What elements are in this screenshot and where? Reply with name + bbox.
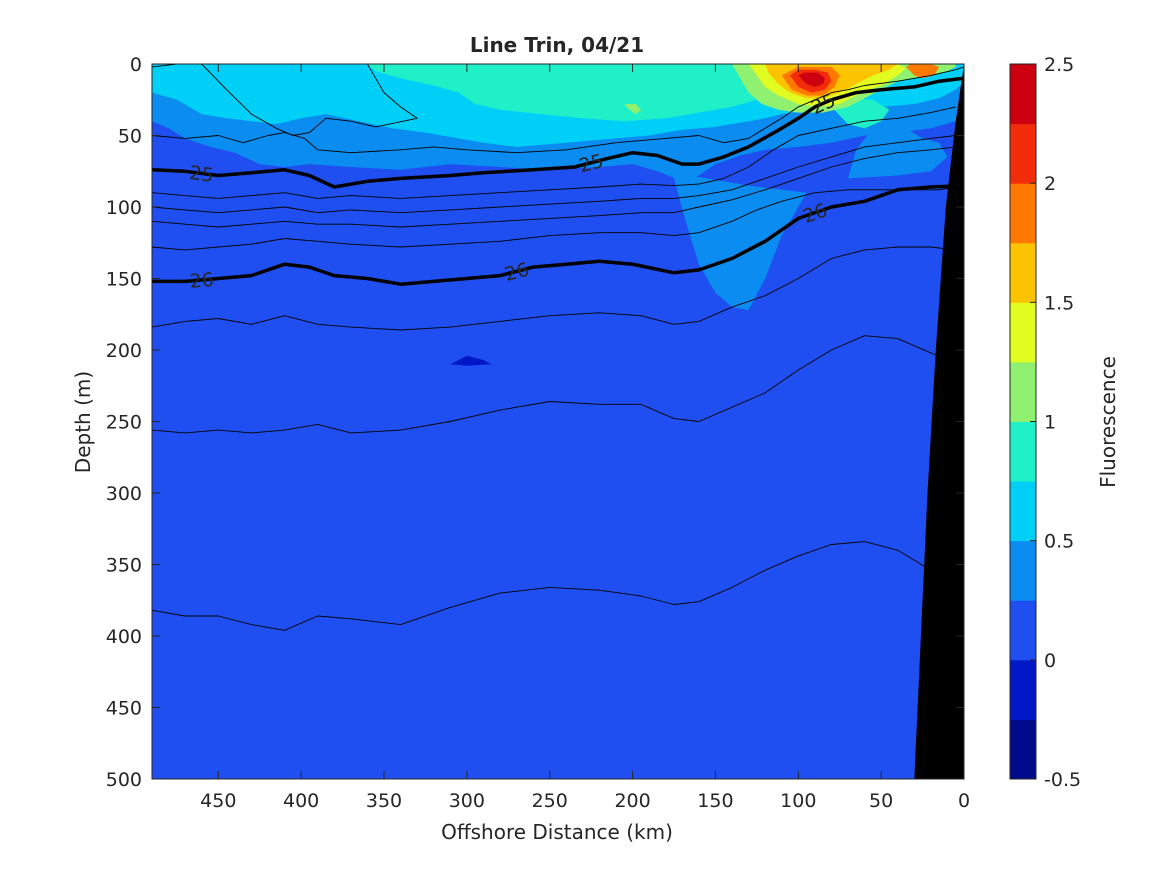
- x-tick-label: 250: [532, 790, 568, 812]
- colorbar-swatch: [1010, 659, 1036, 720]
- colorbar-swatch: [1010, 600, 1036, 661]
- colorbar-tick-label: 1: [1044, 412, 1056, 434]
- fluorescence-patch: [450, 355, 492, 366]
- density-contour: [152, 541, 956, 631]
- density-contour: [152, 335, 956, 434]
- fluorescence-patch: [674, 175, 807, 310]
- x-tick-label: 400: [283, 790, 319, 812]
- x-axis-label: Offshore Distance (km): [441, 820, 673, 844]
- chart-title: Line Trin, 04/21: [470, 33, 644, 57]
- y-tick-label: 450: [106, 698, 142, 720]
- colorbar-tick-label: 2: [1044, 173, 1056, 195]
- fluorescence-fill: [152, 64, 964, 366]
- colorbar-label: Fluorescence: [1096, 356, 1120, 488]
- colorbar-swatch: [1010, 242, 1036, 303]
- x-axis: 450 400 350 300 250 200 150 100 50 0: [200, 64, 970, 812]
- y-axis: 0 50 100 150 200 250 300 350 400 450 500: [106, 54, 964, 791]
- x-tick-label: 450: [200, 790, 236, 812]
- y-tick-label: 300: [106, 483, 142, 505]
- x-tick-label: 150: [697, 790, 733, 812]
- y-tick-label: 100: [106, 197, 142, 219]
- x-tick-label: 0: [958, 790, 970, 812]
- bathymetry-mask: [914, 64, 964, 779]
- x-tick-label: 350: [366, 790, 402, 812]
- x-tick-label: 200: [614, 790, 650, 812]
- colorbar-swatch: [1010, 183, 1036, 244]
- x-tick-label: 300: [449, 790, 485, 812]
- colorbar-tick-label: -0.5: [1044, 769, 1081, 791]
- density-contour-bold: [152, 183, 964, 286]
- x-tick-label: 50: [869, 790, 893, 812]
- colorbar-tick-label: 0: [1044, 650, 1056, 672]
- y-axis-label: Depth (m): [71, 371, 95, 473]
- colorbar-swatch: [1010, 540, 1036, 601]
- density-contour: [201, 64, 418, 136]
- x-tick-label: 100: [780, 790, 816, 812]
- colorbar-tick-label: 0.5: [1044, 531, 1074, 553]
- colorbar-swatch: [1010, 361, 1036, 422]
- colorbar-swatch: [1010, 64, 1036, 125]
- colorbar-swatch: [1010, 123, 1036, 184]
- colorbar-ticks: 2.5 2 1.5 1 0.5 0 -0.5: [1030, 54, 1081, 791]
- colorbar-swatch: [1010, 421, 1036, 482]
- y-tick-label: 50: [118, 126, 142, 148]
- colorbar: [1010, 64, 1036, 780]
- fluorescence-patch: [798, 72, 825, 87]
- y-tick-label: 0: [130, 54, 142, 76]
- contour-label-text: 26: [189, 269, 215, 293]
- contour-label: 25: [188, 162, 215, 187]
- density-contour-bold: [152, 76, 964, 189]
- fluorescence-patch: [848, 124, 948, 179]
- density-contour: [152, 135, 956, 214]
- fluorescence-patch: [906, 64, 940, 79]
- y-tick-label: 200: [106, 340, 142, 362]
- density-contour: [152, 66, 964, 154]
- colorbar-tick-label: 2.5: [1044, 54, 1074, 76]
- y-tick-label: 250: [106, 412, 142, 434]
- y-tick-label: 400: [106, 626, 142, 648]
- contour-label-text: 25: [188, 162, 215, 187]
- colorbar-swatch: [1010, 302, 1036, 363]
- y-tick-label: 350: [106, 555, 142, 577]
- density-contour: [152, 106, 956, 199]
- colorbar-swatch: [1010, 481, 1036, 542]
- density-contour: [152, 146, 956, 228]
- contour-label: 26: [189, 269, 215, 293]
- fluorescence-patch: [367, 64, 782, 122]
- density-contour: [152, 186, 956, 251]
- plot-area: [152, 64, 964, 779]
- y-tick-label: 150: [106, 269, 142, 291]
- density-contour: [152, 246, 956, 331]
- colorbar-tick-label: 1.5: [1044, 292, 1074, 314]
- density-contours: [152, 64, 964, 631]
- y-tick-label: 500: [106, 769, 142, 791]
- colorbar-swatch: [1010, 719, 1036, 780]
- fluorescence-patch: [624, 104, 641, 115]
